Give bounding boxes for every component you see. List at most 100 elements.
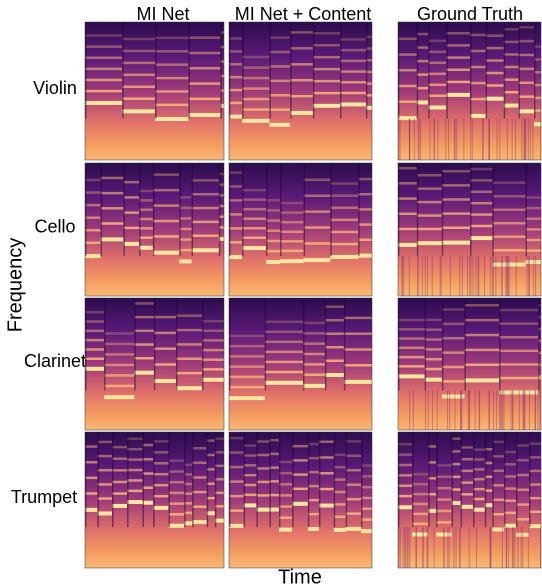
x-axis-label: Time — [278, 566, 322, 588]
harmonic-band — [398, 474, 412, 477]
harmonic-band — [242, 77, 269, 80]
harmonic-band — [153, 235, 179, 238]
harmonic-band — [242, 227, 266, 230]
harmonic-band — [417, 73, 429, 76]
onset — [504, 432, 506, 527]
harmonic-band — [446, 56, 470, 59]
spectrogram-content — [85, 298, 228, 430]
harmonic-band — [153, 173, 179, 176]
harmonic-band — [139, 227, 153, 230]
harmonic-band — [340, 81, 366, 84]
harmonic-band — [266, 240, 280, 243]
harmonic-band — [461, 470, 473, 473]
harmonic-band — [319, 504, 334, 508]
spectrogram — [398, 22, 542, 160]
harmonic-band — [97, 497, 112, 500]
harmonic-band — [256, 481, 269, 484]
harmonic-band — [280, 211, 303, 214]
harmonic-band — [504, 524, 516, 528]
harmonic-band — [346, 498, 361, 501]
noise — [499, 119, 500, 160]
onset — [417, 22, 419, 119]
harmonic-band — [330, 219, 358, 222]
harmonic-band — [215, 492, 231, 495]
noise — [450, 256, 451, 296]
harmonic-band — [269, 36, 290, 39]
harmonic-band — [461, 481, 473, 484]
harmonic-band — [473, 508, 485, 512]
harmonic-band — [442, 337, 465, 340]
noise — [532, 119, 533, 160]
harmonic-band — [308, 499, 319, 502]
harmonic-band — [192, 193, 219, 196]
harmonic-band — [340, 60, 366, 63]
harmonic-band — [525, 196, 542, 199]
harmonic-band — [176, 329, 202, 332]
harmonic-band — [473, 488, 485, 491]
harmonic-band — [265, 331, 303, 334]
harmonic-band — [473, 458, 485, 461]
harmonic-band — [425, 338, 442, 341]
harmonic-band — [366, 106, 383, 110]
harmonic-band — [229, 509, 244, 512]
harmonic-band — [153, 440, 168, 443]
harmonic-band — [470, 114, 486, 118]
harmonic-band — [492, 222, 525, 225]
onset — [256, 432, 258, 527]
onset — [538, 298, 540, 390]
harmonic-band — [292, 459, 308, 462]
row-label: Cello — [34, 216, 75, 236]
harmonic-band — [134, 302, 154, 305]
noise — [469, 256, 470, 296]
spectrogram-content — [398, 432, 542, 568]
harmonic-band — [319, 456, 334, 459]
harmonic-band — [85, 367, 104, 371]
harmonic-band — [499, 377, 538, 380]
spectrogram-content — [398, 22, 542, 160]
harmonic-band — [330, 255, 358, 259]
harmonic-band — [398, 453, 412, 456]
spectrogram-background — [85, 163, 224, 296]
harmonic-band — [313, 68, 340, 71]
harmonic-band — [143, 444, 154, 447]
onset — [184, 432, 186, 527]
harmonic-band — [492, 441, 504, 444]
harmonic-band — [168, 470, 184, 473]
harmonic-band — [313, 104, 340, 108]
harmonic-band — [280, 250, 303, 253]
harmonic-band — [153, 189, 179, 192]
onset — [366, 22, 368, 119]
harmonic-band — [202, 339, 228, 342]
harmonic-band — [155, 37, 188, 40]
noise — [473, 256, 474, 296]
harmonic-band — [361, 518, 377, 521]
harmonic-band — [112, 446, 127, 449]
harmonic-band — [442, 227, 470, 230]
noise — [429, 119, 430, 160]
harmonic-band — [154, 347, 176, 350]
harmonic-band — [516, 444, 529, 447]
onset — [269, 22, 271, 119]
spectrogram — [229, 298, 374, 430]
harmonic-band — [366, 71, 383, 74]
harmonic-band — [192, 447, 206, 450]
harmonic-band — [412, 483, 428, 486]
harmonic-band — [256, 494, 269, 497]
harmonic-band — [104, 353, 134, 356]
harmonic-band — [202, 320, 228, 323]
onset — [492, 432, 494, 527]
onset — [202, 298, 204, 390]
harmonic-band — [470, 191, 492, 194]
onset — [340, 22, 342, 119]
harmonic-band — [242, 108, 269, 111]
spectrogram-content — [85, 432, 231, 568]
onset — [461, 432, 463, 527]
harmonic-band — [229, 115, 242, 119]
onset — [219, 163, 221, 256]
harmonic-band — [139, 246, 153, 250]
harmonic-band — [85, 79, 122, 82]
harmonic-band — [398, 182, 417, 185]
noise — [434, 119, 435, 160]
harmonic-band — [85, 101, 122, 105]
spectrogram — [229, 432, 377, 568]
